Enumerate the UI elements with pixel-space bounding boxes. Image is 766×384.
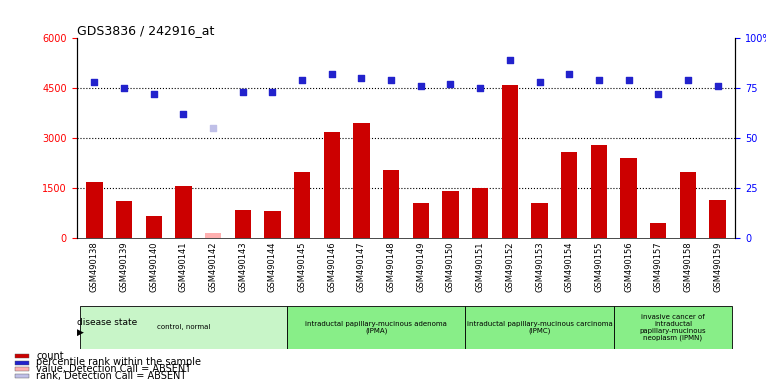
- Text: GDS3836 / 242916_at: GDS3836 / 242916_at: [77, 24, 214, 37]
- Point: [504, 57, 516, 63]
- Text: GSM490151: GSM490151: [476, 242, 485, 292]
- Bar: [287, 306, 465, 349]
- Point: [237, 89, 249, 95]
- Bar: [15, 354, 29, 358]
- Point: [652, 91, 664, 98]
- Bar: [323, 132, 340, 238]
- Point: [563, 71, 575, 78]
- Point: [267, 89, 279, 95]
- Point: [533, 79, 545, 85]
- Text: GSM490156: GSM490156: [624, 242, 633, 292]
- Text: GSM490152: GSM490152: [506, 242, 514, 292]
- Text: control, normal: control, normal: [157, 324, 210, 330]
- Text: GSM490150: GSM490150: [446, 242, 455, 292]
- Bar: [465, 306, 614, 349]
- Text: GSM490138: GSM490138: [90, 242, 99, 292]
- Text: GSM490141: GSM490141: [179, 242, 188, 292]
- Text: GSM490148: GSM490148: [387, 242, 396, 292]
- Point: [474, 85, 486, 91]
- Bar: [87, 182, 103, 238]
- Text: percentile rank within the sample: percentile rank within the sample: [37, 358, 201, 367]
- Text: GSM490155: GSM490155: [594, 242, 604, 292]
- Text: count: count: [37, 351, 64, 361]
- Text: GSM490147: GSM490147: [357, 242, 366, 292]
- Bar: [620, 158, 637, 238]
- Point: [326, 71, 338, 78]
- Text: GSM490153: GSM490153: [535, 242, 544, 292]
- Bar: [532, 203, 548, 238]
- Point: [623, 77, 635, 83]
- Point: [444, 81, 457, 88]
- Bar: [205, 233, 221, 238]
- Bar: [591, 145, 607, 238]
- Point: [88, 79, 100, 85]
- Bar: [650, 223, 666, 238]
- Bar: [614, 306, 732, 349]
- Point: [712, 83, 724, 89]
- Text: GSM490142: GSM490142: [208, 242, 218, 292]
- Text: disease state
▶: disease state ▶: [77, 318, 137, 337]
- Text: GSM490159: GSM490159: [713, 242, 722, 292]
- Text: GSM490146: GSM490146: [327, 242, 336, 292]
- Bar: [146, 217, 162, 238]
- Point: [148, 91, 160, 98]
- Point: [207, 125, 219, 131]
- Bar: [294, 172, 310, 238]
- Point: [385, 77, 398, 83]
- Bar: [116, 202, 133, 238]
- Point: [593, 77, 605, 83]
- Text: GSM490140: GSM490140: [149, 242, 159, 292]
- Text: GSM490143: GSM490143: [238, 242, 247, 292]
- Point: [682, 77, 694, 83]
- Bar: [561, 152, 578, 238]
- Text: rank, Detection Call = ABSENT: rank, Detection Call = ABSENT: [37, 371, 187, 381]
- Text: intraductal papillary-mucinous carcinoma
(IPMC): intraductal papillary-mucinous carcinoma…: [466, 321, 612, 334]
- Point: [118, 85, 130, 91]
- Bar: [15, 367, 29, 371]
- Bar: [502, 85, 518, 238]
- Bar: [15, 374, 29, 378]
- Text: value, Detection Call = ABSENT: value, Detection Call = ABSENT: [37, 364, 192, 374]
- Bar: [413, 203, 429, 238]
- Bar: [472, 188, 488, 238]
- Bar: [264, 212, 280, 238]
- Text: GSM490154: GSM490154: [565, 242, 574, 292]
- Bar: [442, 192, 459, 238]
- Bar: [175, 187, 192, 238]
- Text: GSM490139: GSM490139: [119, 242, 129, 292]
- Text: GSM490157: GSM490157: [653, 242, 663, 292]
- Point: [177, 111, 189, 118]
- Text: GSM490144: GSM490144: [268, 242, 277, 292]
- Bar: [15, 361, 29, 365]
- Text: invasive cancer of
intraductal
papillary-mucinous
neoplasm (IPMN): invasive cancer of intraductal papillary…: [640, 314, 706, 341]
- Bar: [234, 210, 251, 238]
- Text: intraductal papillary-mucinous adenoma
(IPMA): intraductal papillary-mucinous adenoma (…: [306, 321, 447, 334]
- Point: [355, 75, 368, 81]
- Point: [296, 77, 308, 83]
- Bar: [679, 172, 696, 238]
- Text: GSM490158: GSM490158: [683, 242, 692, 292]
- Bar: [80, 306, 287, 349]
- Bar: [709, 200, 725, 238]
- Text: GSM490145: GSM490145: [298, 242, 306, 292]
- Bar: [383, 170, 399, 238]
- Text: GSM490149: GSM490149: [416, 242, 425, 292]
- Point: [414, 83, 427, 89]
- Bar: [353, 123, 370, 238]
